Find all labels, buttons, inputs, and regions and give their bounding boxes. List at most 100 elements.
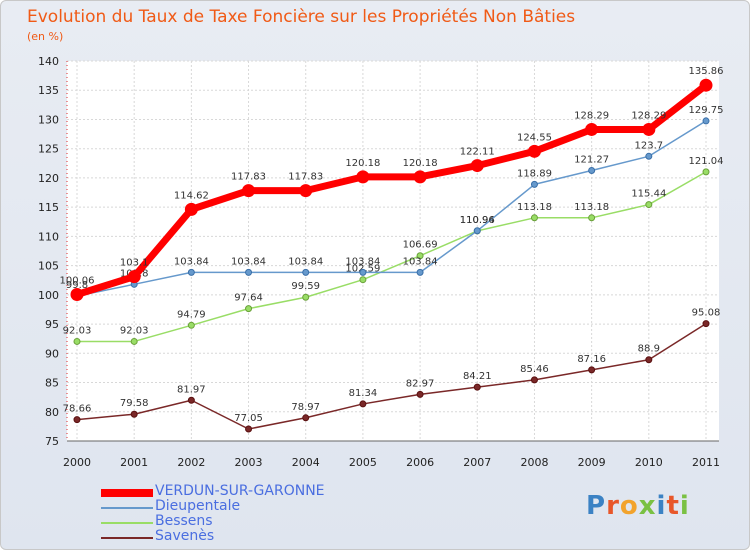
data-point xyxy=(645,356,653,364)
y-tick-label: 140 xyxy=(38,55,59,68)
y-tick-label: 110 xyxy=(38,230,59,243)
x-tick-label: 2003 xyxy=(235,456,263,469)
data-label: 113.18 xyxy=(574,202,609,213)
data-label: 120.18 xyxy=(345,158,380,169)
data-point xyxy=(642,122,656,136)
data-point xyxy=(130,410,138,418)
data-label: 92.03 xyxy=(120,325,149,336)
data-label: 113.18 xyxy=(517,202,552,213)
data-label: 92.03 xyxy=(63,325,92,336)
data-point xyxy=(359,400,367,408)
series-line xyxy=(76,120,707,297)
data-point xyxy=(585,122,599,136)
data-point xyxy=(127,270,141,284)
data-label: 117.83 xyxy=(231,172,266,183)
data-label: 122.11 xyxy=(460,147,495,158)
y-tick-label: 130 xyxy=(38,113,59,126)
data-label: 99.8 xyxy=(66,280,88,291)
data-label: 87.16 xyxy=(577,354,606,365)
data-label: 97.64 xyxy=(234,293,263,304)
x-tick-label: 2011 xyxy=(692,456,720,469)
data-point xyxy=(187,321,195,329)
data-point xyxy=(416,390,424,398)
legend-swatch xyxy=(101,489,153,497)
data-point xyxy=(302,268,310,276)
series-verdun-sur-garonne: 100.06 103.1 114.62 117.83 117.83 120.18 120.1… xyxy=(60,66,724,301)
data-point xyxy=(588,166,596,174)
data-label: 124.55 xyxy=(517,132,552,143)
data-label: 81.97 xyxy=(177,384,206,395)
data-point xyxy=(530,180,538,188)
x-tick-label: 2006 xyxy=(406,456,434,469)
data-point xyxy=(702,320,710,328)
y-tick-label: 80 xyxy=(45,406,59,419)
y-tick-label: 95 xyxy=(45,318,59,331)
data-label: 135.86 xyxy=(689,66,724,77)
series-line xyxy=(75,82,709,298)
data-label: 99.59 xyxy=(291,281,320,292)
data-label: 103.84 xyxy=(231,256,266,267)
data-label: 103.84 xyxy=(403,256,438,267)
y-tick-label: 75 xyxy=(45,435,59,448)
data-label: 82.97 xyxy=(406,378,435,389)
data-point xyxy=(588,214,596,222)
y-tick-label: 135 xyxy=(38,84,59,97)
data-point xyxy=(73,337,81,345)
data-label: 77.05 xyxy=(234,413,263,424)
legend-label: Savenès xyxy=(155,528,215,544)
data-label: 100.06 xyxy=(60,275,95,286)
data-point xyxy=(302,293,310,301)
data-label: 118.89 xyxy=(517,168,552,179)
data-point xyxy=(527,144,541,158)
data-point xyxy=(187,268,195,276)
legend-label: VERDUN-SUR-GARONNE xyxy=(155,483,325,499)
data-point xyxy=(70,287,84,301)
chart-title: Evolution du Taux de Taxe Foncière sur l… xyxy=(27,7,576,27)
data-point xyxy=(242,184,256,198)
data-point xyxy=(699,78,713,92)
legend-swatch xyxy=(101,522,153,524)
data-point xyxy=(302,414,310,422)
x-tick-label: 2001 xyxy=(120,456,148,469)
data-point xyxy=(187,396,195,404)
data-point xyxy=(73,416,81,424)
data-point xyxy=(530,376,538,384)
data-label: 110.94 xyxy=(460,215,495,226)
x-tick-label: 2009 xyxy=(578,456,606,469)
y-tick-label: 100 xyxy=(38,289,59,302)
data-point xyxy=(473,383,481,391)
y-tick-label: 125 xyxy=(38,143,59,156)
series-saven-s: 78.66 79.58 81.97 77.05 78.97 81.34 82.97 84.21… xyxy=(63,308,721,433)
data-point xyxy=(299,184,313,198)
data-point xyxy=(588,366,596,374)
x-tick-label: 2007 xyxy=(463,456,491,469)
data-label: 103.1 xyxy=(120,258,149,269)
data-label: 85.46 xyxy=(520,364,549,375)
data-point xyxy=(530,214,538,222)
series-dieupentale: 99.8101.8103.84103.84103.84103.84103.841… xyxy=(66,105,724,300)
data-point xyxy=(470,159,484,173)
data-label: 84.21 xyxy=(463,371,492,382)
data-label: 79.58 xyxy=(120,398,149,409)
data-label: 103.84 xyxy=(345,256,380,267)
data-label: 117.83 xyxy=(288,172,323,183)
series-line xyxy=(76,322,707,430)
data-label: 94.79 xyxy=(177,309,206,320)
data-label: 95.08 xyxy=(692,308,721,319)
data-label: 128.29 xyxy=(574,110,609,121)
data-label: 120.18 xyxy=(403,158,438,169)
data-point xyxy=(416,252,424,260)
data-point xyxy=(130,337,138,345)
data-label: 78.97 xyxy=(291,402,320,413)
data-label: 129.75 xyxy=(689,105,724,116)
y-tick-label: 120 xyxy=(38,172,59,185)
legend-label: Bessens xyxy=(155,513,213,529)
data-point xyxy=(702,117,710,125)
y-tick-label: 105 xyxy=(38,260,59,273)
y-tick-label: 90 xyxy=(45,347,59,360)
x-tick-label: 2005 xyxy=(349,456,377,469)
data-label: 123.7 xyxy=(634,140,663,151)
data-point xyxy=(359,268,367,276)
data-point xyxy=(413,170,427,184)
